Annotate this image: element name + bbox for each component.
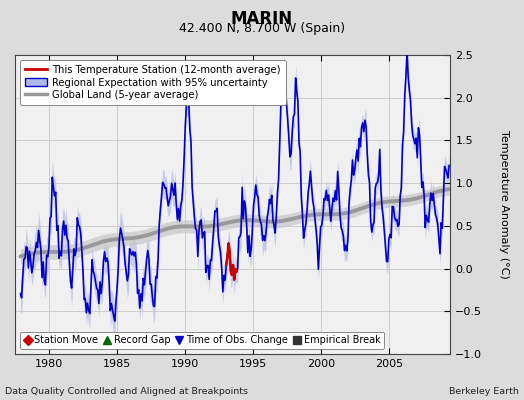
Legend: Station Move, Record Gap, Time of Obs. Change, Empirical Break: Station Move, Record Gap, Time of Obs. C… [20,332,384,349]
Text: Berkeley Earth: Berkeley Earth [449,387,519,396]
Y-axis label: Temperature Anomaly (°C): Temperature Anomaly (°C) [499,130,509,279]
Text: 42.400 N, 8.700 W (Spain): 42.400 N, 8.700 W (Spain) [179,22,345,35]
Text: MARIN: MARIN [231,10,293,28]
Text: Data Quality Controlled and Aligned at Breakpoints: Data Quality Controlled and Aligned at B… [5,387,248,396]
